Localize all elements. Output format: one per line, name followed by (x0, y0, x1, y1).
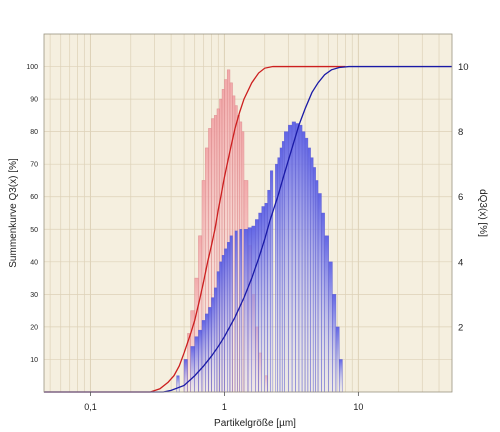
y-tick-label: 80 (30, 129, 38, 136)
y2-tick-label: 10 (458, 62, 469, 73)
histogram-bar (243, 229, 249, 393)
histogram-bar (295, 123, 300, 393)
y2-tick-label: 8 (458, 127, 463, 138)
y-tick-label: 100 (26, 64, 38, 71)
x-tick-label: 10 (353, 402, 363, 412)
y2-axis-title: dQ3(x) [%] (477, 189, 488, 237)
y-axis-title: Summenkurve Q3(x) [%] (8, 158, 19, 268)
y-tick-label: 20 (30, 324, 38, 331)
x-tick-label: 1 (222, 402, 227, 412)
y2-tick-label: 2 (458, 322, 463, 333)
histogram-bar (201, 320, 206, 393)
red-cumulative-curve (44, 65, 346, 393)
histogram-bar (194, 336, 199, 393)
plot-frame (43, 33, 453, 393)
histogram-bar (239, 229, 243, 393)
y-tick-label: 10 (30, 357, 38, 364)
histogram-bar (176, 375, 180, 393)
histogram-bar (229, 235, 233, 393)
y2-axis-ticks: 2 4 6 8 10 (458, 62, 469, 333)
y-tick-label: 30 (30, 292, 38, 299)
histogram-bar (298, 124, 303, 393)
blue-cumulative-curve (44, 65, 452, 393)
histogram-bar (307, 147, 311, 393)
y2-tick-label: 4 (458, 257, 463, 268)
histogram-bar (261, 206, 265, 393)
histogram-bar (221, 255, 225, 393)
x-tick-label: 0,1 (84, 402, 97, 412)
histogram-bar (339, 359, 343, 393)
histogram-bar (288, 124, 293, 393)
histogram-bar (183, 359, 188, 393)
histogram-bar (208, 307, 212, 393)
histogram-bar (224, 248, 228, 393)
histogram-bar (258, 212, 263, 393)
histogram-bar (328, 261, 333, 393)
histogram-bar (198, 329, 203, 393)
histogram-bar (324, 235, 329, 393)
y-tick-label: 70 (30, 162, 38, 169)
y-tick-label: 50 (30, 227, 38, 234)
histogram-bar (226, 242, 231, 393)
y2-tick-label: 6 (458, 192, 463, 203)
histogram-bar (241, 131, 245, 393)
histogram-bar (247, 227, 253, 393)
y-tick-label: 90 (30, 97, 38, 104)
histogram-bar (304, 137, 309, 393)
histogram-bar (315, 180, 319, 393)
histogram-bar (190, 346, 195, 393)
x-axis-ticks: 0,1 1 10 (84, 392, 363, 412)
histogram-bar (321, 212, 325, 393)
histogram-bar (211, 297, 215, 393)
y-tick-label: 60 (30, 194, 38, 201)
histogram-bar (214, 287, 218, 393)
histogram-bar (237, 115, 240, 393)
x-axis-title: Partikelgröße [µm] (214, 418, 296, 429)
histogram-bar (251, 225, 256, 393)
histogram-bar (291, 121, 296, 393)
histogram-bar (332, 294, 337, 393)
y-axis-ticks: 10 20 30 40 50 60 70 80 90 100 (26, 64, 38, 364)
histogram-bar (310, 157, 314, 393)
histogram-bar (219, 261, 223, 393)
histogram-bar (270, 170, 274, 393)
histogram-bar (205, 313, 209, 393)
histogram-bar (317, 193, 322, 393)
histogram-bar (312, 167, 316, 393)
histogram-bar (255, 219, 259, 393)
histogram-bar (216, 271, 220, 393)
histogram-bar (335, 326, 340, 393)
y-tick-label: 40 (30, 259, 38, 266)
histogram-bar (301, 131, 306, 393)
